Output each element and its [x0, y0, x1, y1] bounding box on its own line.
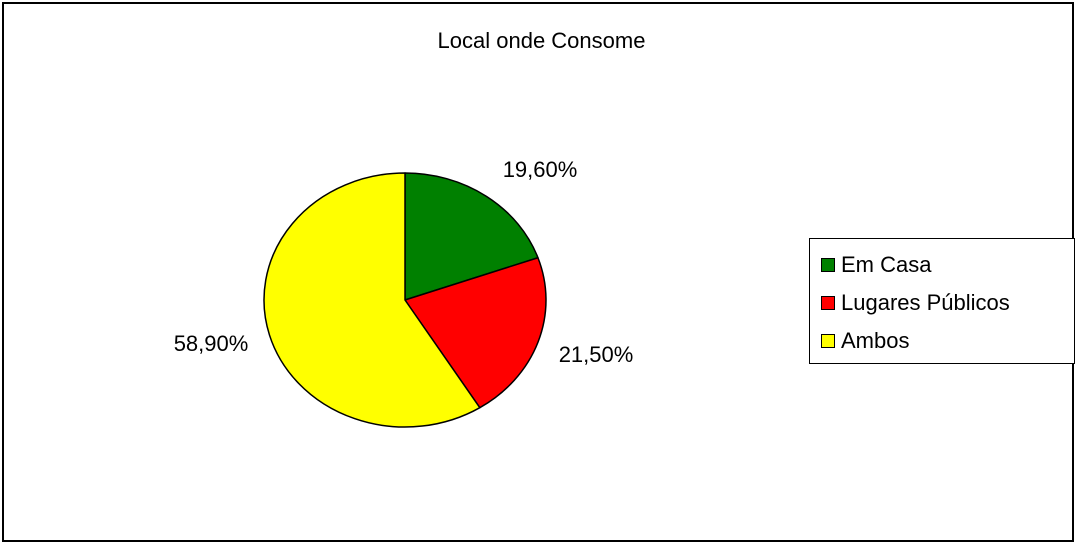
legend-item: Em Casa [810, 246, 1074, 284]
legend-item: Lugares Públicos [810, 284, 1074, 322]
legend-label: Lugares Públicos [841, 290, 1010, 315]
data-label: 21,50% [559, 342, 634, 367]
data-label: 19,60% [503, 157, 578, 182]
legend-label: Ambos [841, 328, 910, 353]
legend-label: Em Casa [841, 252, 932, 277]
pie-slice-lugares-publicos [404, 256, 547, 409]
legend-swatch [821, 258, 835, 272]
pie-slice-ambos [263, 172, 481, 428]
legend-swatch [821, 296, 835, 310]
chart-title: Local onde Consome [437, 28, 646, 53]
pie-chart: 19,60% 21,50% 58,90% [174, 157, 634, 428]
legend: Em Casa Lugares Públicos Ambos [809, 238, 1075, 364]
legend-swatch [821, 334, 835, 348]
data-label: 58,90% [174, 331, 249, 356]
legend-item: Ambos [810, 322, 1074, 360]
